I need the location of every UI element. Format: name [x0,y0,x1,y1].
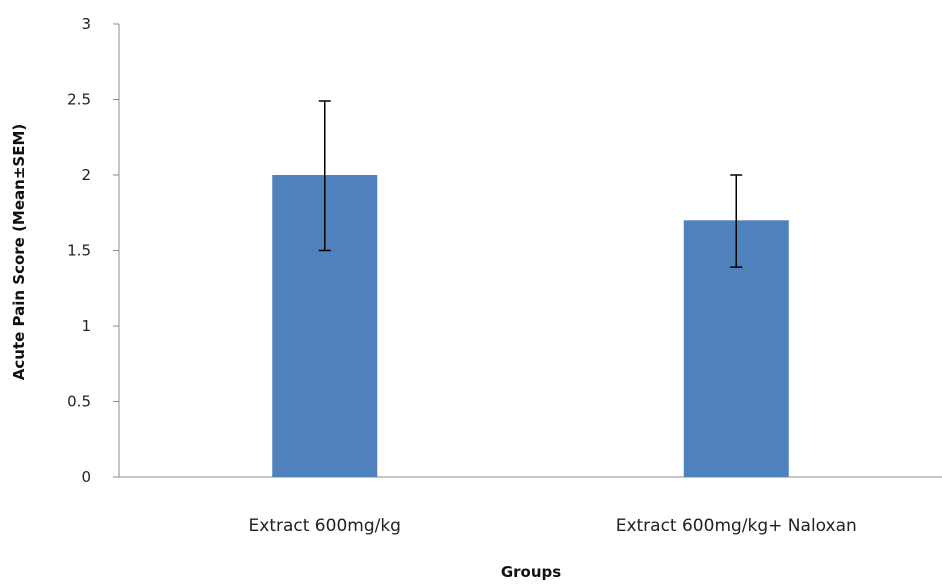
y-tick-label: 0.5 [67,393,91,411]
y-tick-label: 2 [81,166,91,184]
y-tick-label: 2.5 [67,91,91,109]
y-axis-title: Acute Pain Score (Mean±SEM) [10,124,28,380]
x-category-label: Extract 600mg/kg+ Naloxan [616,516,857,536]
x-category-labels: Extract 600mg/kg Extract 600mg/kg+ Naloxa… [249,516,857,536]
y-tick-label: 3 [81,15,91,33]
error-bars [318,100,743,268]
axes [118,24,942,478]
x-axis-title: Groups [501,563,561,581]
x-category-label: Extract 600mg/kg [249,516,401,536]
y-ticks: 0 0.5 1 1.5 2 2.5 3 [67,15,119,486]
y-tick-label: 1 [81,317,91,335]
y-tick-label: 1.5 [67,242,91,260]
bars [272,175,789,478]
y-tick-label: 0 [81,468,91,486]
